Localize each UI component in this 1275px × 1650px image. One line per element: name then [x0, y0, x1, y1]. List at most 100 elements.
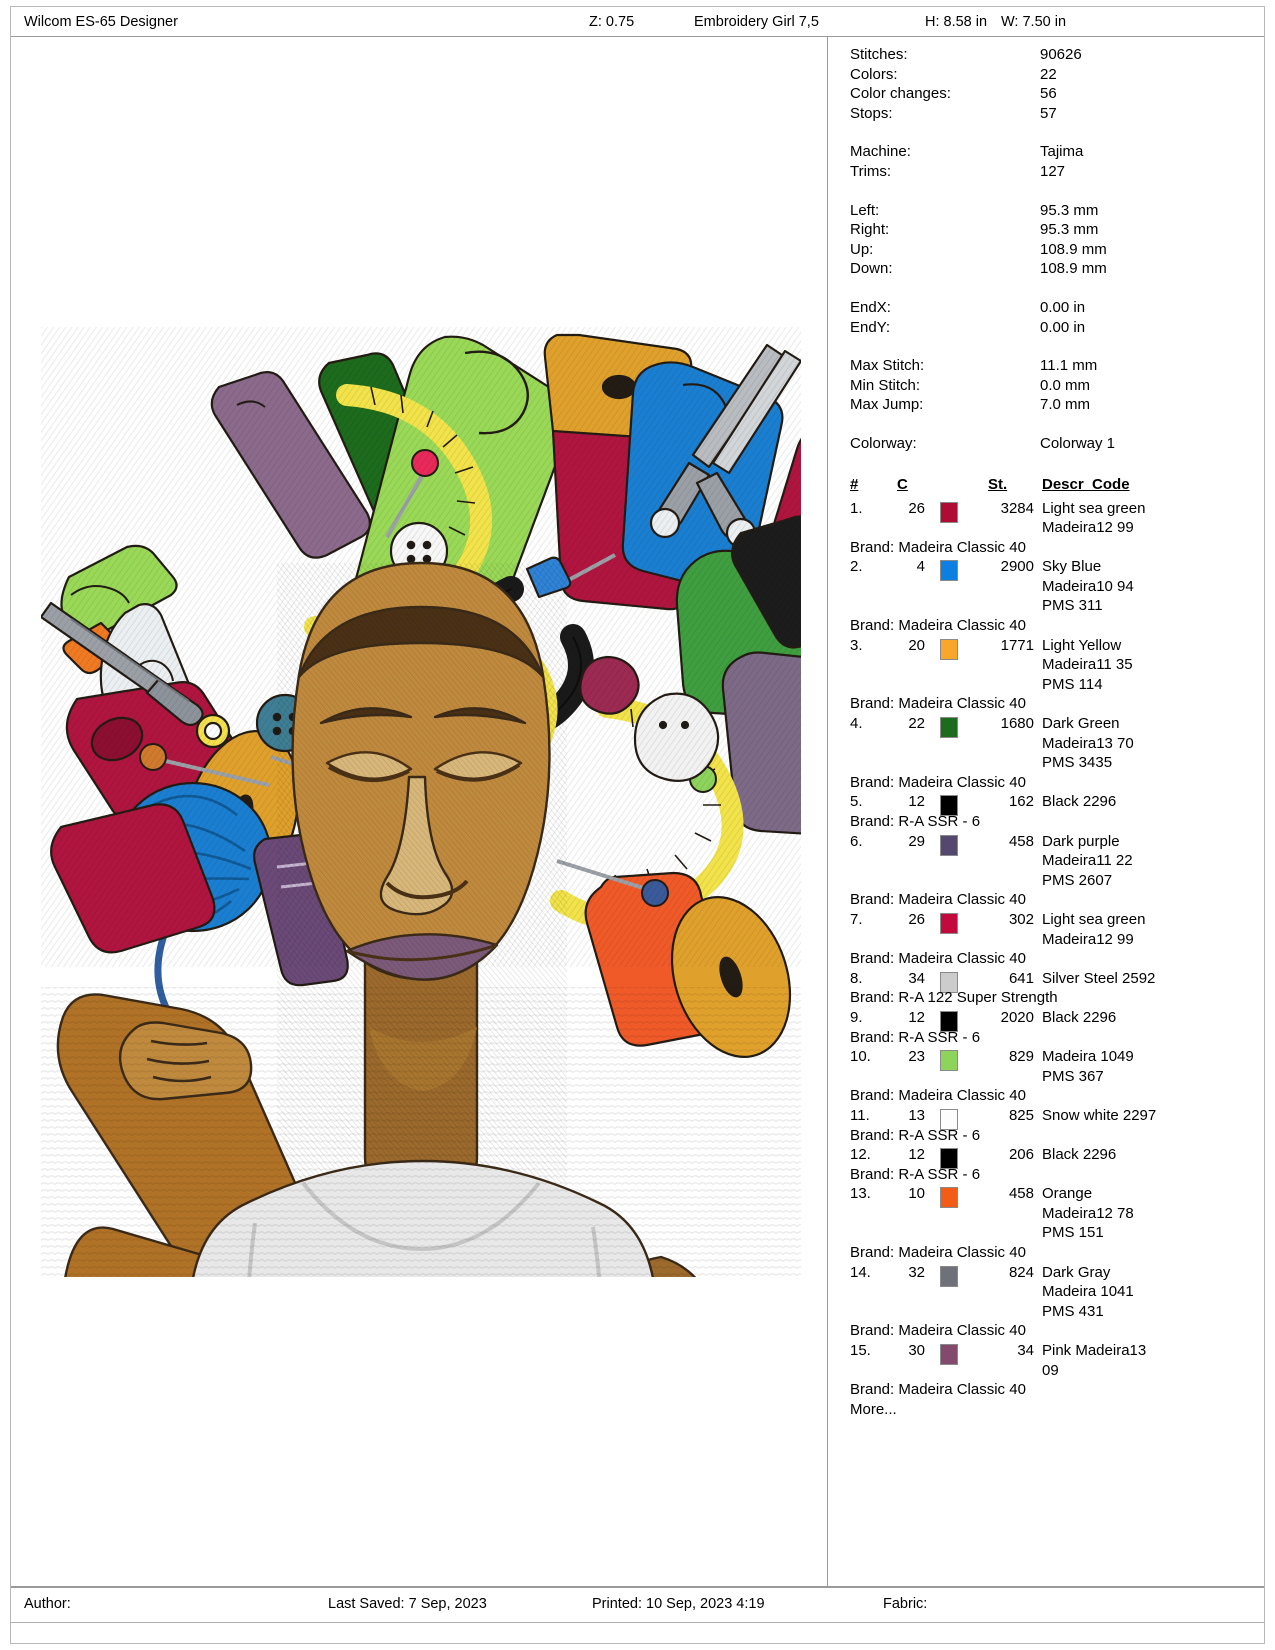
- color-swatch: [940, 971, 958, 993]
- color-row[interactable]: 3. 20 1771 Light Yellow Madeira11 35 PMS 11…: [836, 636, 1266, 695]
- color-description: Dark Gray Madeira 1041 PMS 431: [1042, 1263, 1134, 1320]
- color-row[interactable]: 5. 12 162 Black 2296: [836, 792, 1266, 817]
- footer-divider-vertical: [827, 169, 828, 1587]
- print-page: Wilcom ES-65 Designer Z: 0.75 Embroidery…: [10, 6, 1265, 1644]
- color-row[interactable]: 6. 29 458 Dark purple Madeira11 22 PMS 2607: [836, 832, 1266, 891]
- stat-up: Up: 108.9 mm: [836, 240, 1266, 260]
- color-stitch-count: 2020: [1000, 1008, 1034, 1026]
- spacer: [836, 123, 1266, 142]
- color-code: 22: [908, 715, 925, 733]
- color-brand: Brand: Madeira Classic 40: [850, 538, 1026, 556]
- color-swatch: [940, 1148, 958, 1170]
- footer-last-saved: Last Saved: 7 Sep, 2023: [328, 1596, 487, 1612]
- spacer: [836, 337, 1266, 356]
- design-info-panel: Stitches: 90626 Colors: 22 Color changes…: [828, 37, 1266, 1550]
- color-brand: Brand: Madeira Classic 40: [850, 1244, 1026, 1262]
- col-header-number: #: [850, 475, 859, 493]
- color-row[interactable]: 1. 26 3284 Light sea green Madeira12 99: [836, 499, 1266, 538]
- color-row[interactable]: 10. 23 829 Madeira 1049 PMS 367: [836, 1047, 1266, 1086]
- color-code: 26: [908, 499, 925, 517]
- color-brand: Brand: Madeira Classic 40: [850, 773, 1026, 791]
- col-header-descr: Descr_Code: [1042, 475, 1130, 493]
- color-row[interactable]: 8. 34 641 Silver Steel 2592: [836, 969, 1266, 993]
- color-description: Black 2296: [1042, 1146, 1117, 1164]
- design-width: W: 7.50 in: [1001, 13, 1067, 30]
- stat-label: Color changes:: [850, 85, 951, 103]
- color-index: 1.: [850, 499, 863, 517]
- color-brand: Brand: R-A SSR - 6: [850, 813, 981, 830]
- color-code: 12: [908, 793, 925, 811]
- stat-label: Colorway:: [850, 434, 917, 452]
- color-code: 29: [908, 832, 925, 850]
- stat-machine: Machine: Tajima: [836, 142, 1266, 162]
- color-stitch-count: 34: [1017, 1342, 1034, 1360]
- color-index: 7.: [850, 910, 863, 928]
- stat-label: Down:: [850, 260, 893, 278]
- stat-value: 57: [1040, 104, 1057, 122]
- color-description: Sky Blue Madeira10 94 PMS 311: [1042, 558, 1134, 615]
- color-row[interactable]: 14. 32 824 Dark Gray Madeira 1041 PMS 431: [836, 1263, 1266, 1322]
- stat-value: 0.00 in: [1040, 318, 1086, 336]
- footer-bar: Author: Last Saved: 7 Sep, 2023 Printed:…: [11, 169, 1264, 1643]
- color-index: 12.: [850, 1146, 871, 1164]
- more-link[interactable]: More...: [850, 1400, 897, 1418]
- stat-trims: Trims: 127: [836, 162, 1266, 182]
- color-index: 5.: [850, 793, 863, 811]
- header-bar: Wilcom ES-65 Designer Z: 0.75 Embroidery…: [11, 7, 1264, 37]
- color-brand: Brand: R-A SSR - 6: [850, 1165, 981, 1183]
- color-stitch-count: 2900: [1000, 558, 1034, 576]
- color-swatch: [940, 834, 958, 856]
- color-table: # C St. Descr_Code 1. 26 3284 Light sea gre…: [836, 475, 1266, 1420]
- stat-value: 7.0 mm: [1040, 396, 1091, 414]
- color-code: 13: [908, 1106, 925, 1124]
- color-table-header: # C St. Descr_Code: [836, 475, 1266, 499]
- design-canvas[interactable]: [11, 37, 827, 1550]
- color-stitch-count: 162: [1008, 793, 1034, 811]
- stat-value: 108.9 mm: [1040, 260, 1107, 278]
- stat-value: 22: [1040, 65, 1057, 83]
- stat-value: Tajima: [1040, 143, 1084, 161]
- spacer: [836, 415, 1266, 434]
- color-row[interactable]: 13. 10 458 Orange Madeira12 78 PMS 151: [836, 1184, 1266, 1243]
- color-swatch: [940, 717, 958, 739]
- color-brand: Brand: Madeira Classic 40: [850, 617, 1026, 635]
- color-swatch: [940, 1187, 958, 1209]
- color-description: Madeira 1049 PMS 367: [1042, 1048, 1134, 1085]
- color-stitch-count: 829: [1008, 1048, 1034, 1066]
- color-description: Dark Green Madeira13 70 PMS 3435: [1042, 715, 1134, 772]
- color-brand: Brand: Madeira Classic 40: [850, 950, 1026, 968]
- stat-value: 108.9 mm: [1040, 240, 1107, 258]
- col-header-code: C: [897, 475, 908, 493]
- stat-endy: EndY: 0.00 in: [836, 318, 1266, 338]
- spacer: [836, 182, 1266, 201]
- color-description: Light sea green Madeira12 99: [1042, 499, 1146, 537]
- stat-label: Up:: [850, 240, 874, 258]
- color-row[interactable]: 7. 26 302 Light sea green Madeira12 99: [836, 910, 1266, 949]
- stat-color-changes: Color changes: 56: [836, 84, 1266, 104]
- stat-value: 95.3 mm: [1040, 221, 1099, 239]
- color-stitch-count: 206: [1008, 1146, 1034, 1164]
- stat-label: Trims:: [850, 162, 892, 180]
- color-swatch: [940, 560, 958, 582]
- color-brand: Brand: Madeira Classic 40: [850, 1381, 1026, 1399]
- stat-label: Machine:: [850, 143, 911, 161]
- color-row[interactable]: 2. 4 2900 Sky Blue Madeira10 94 PMS 311: [836, 557, 1266, 616]
- stat-max-stitch: Max Stitch: 11.1 mm: [836, 356, 1266, 376]
- color-index: 14.: [850, 1263, 871, 1281]
- stat-value: Colorway 1: [1040, 434, 1116, 452]
- color-row[interactable]: 11. 13 825 Snow white 2297: [836, 1106, 1266, 1130]
- stat-stitches: Stitches: 90626: [836, 45, 1266, 65]
- color-row[interactable]: 9. 12 2020 Black 2296: [836, 1008, 1266, 1032]
- stat-label: Max Jump:: [850, 396, 924, 414]
- color-code: 20: [908, 636, 925, 654]
- color-row[interactable]: 15. 30 34 Pink Madeira13 09: [836, 1341, 1266, 1380]
- color-description: Light sea green Madeira12 99: [1042, 910, 1146, 948]
- color-index: 11.: [850, 1106, 870, 1124]
- stat-stops: Stops: 57: [836, 104, 1266, 124]
- color-row[interactable]: 12. 12 206 Black 2296: [836, 1145, 1266, 1170]
- stat-value: 0.00 in: [1040, 298, 1086, 316]
- color-stitch-count: 641: [1008, 969, 1034, 987]
- color-table-body: 1. 26 3284 Light sea green Madeira12 99 Bran…: [836, 499, 1266, 1400]
- stat-colors: Colors: 22: [836, 65, 1266, 85]
- color-row[interactable]: 4. 22 1680 Dark Green Madeira13 70 PMS 3435: [836, 714, 1266, 773]
